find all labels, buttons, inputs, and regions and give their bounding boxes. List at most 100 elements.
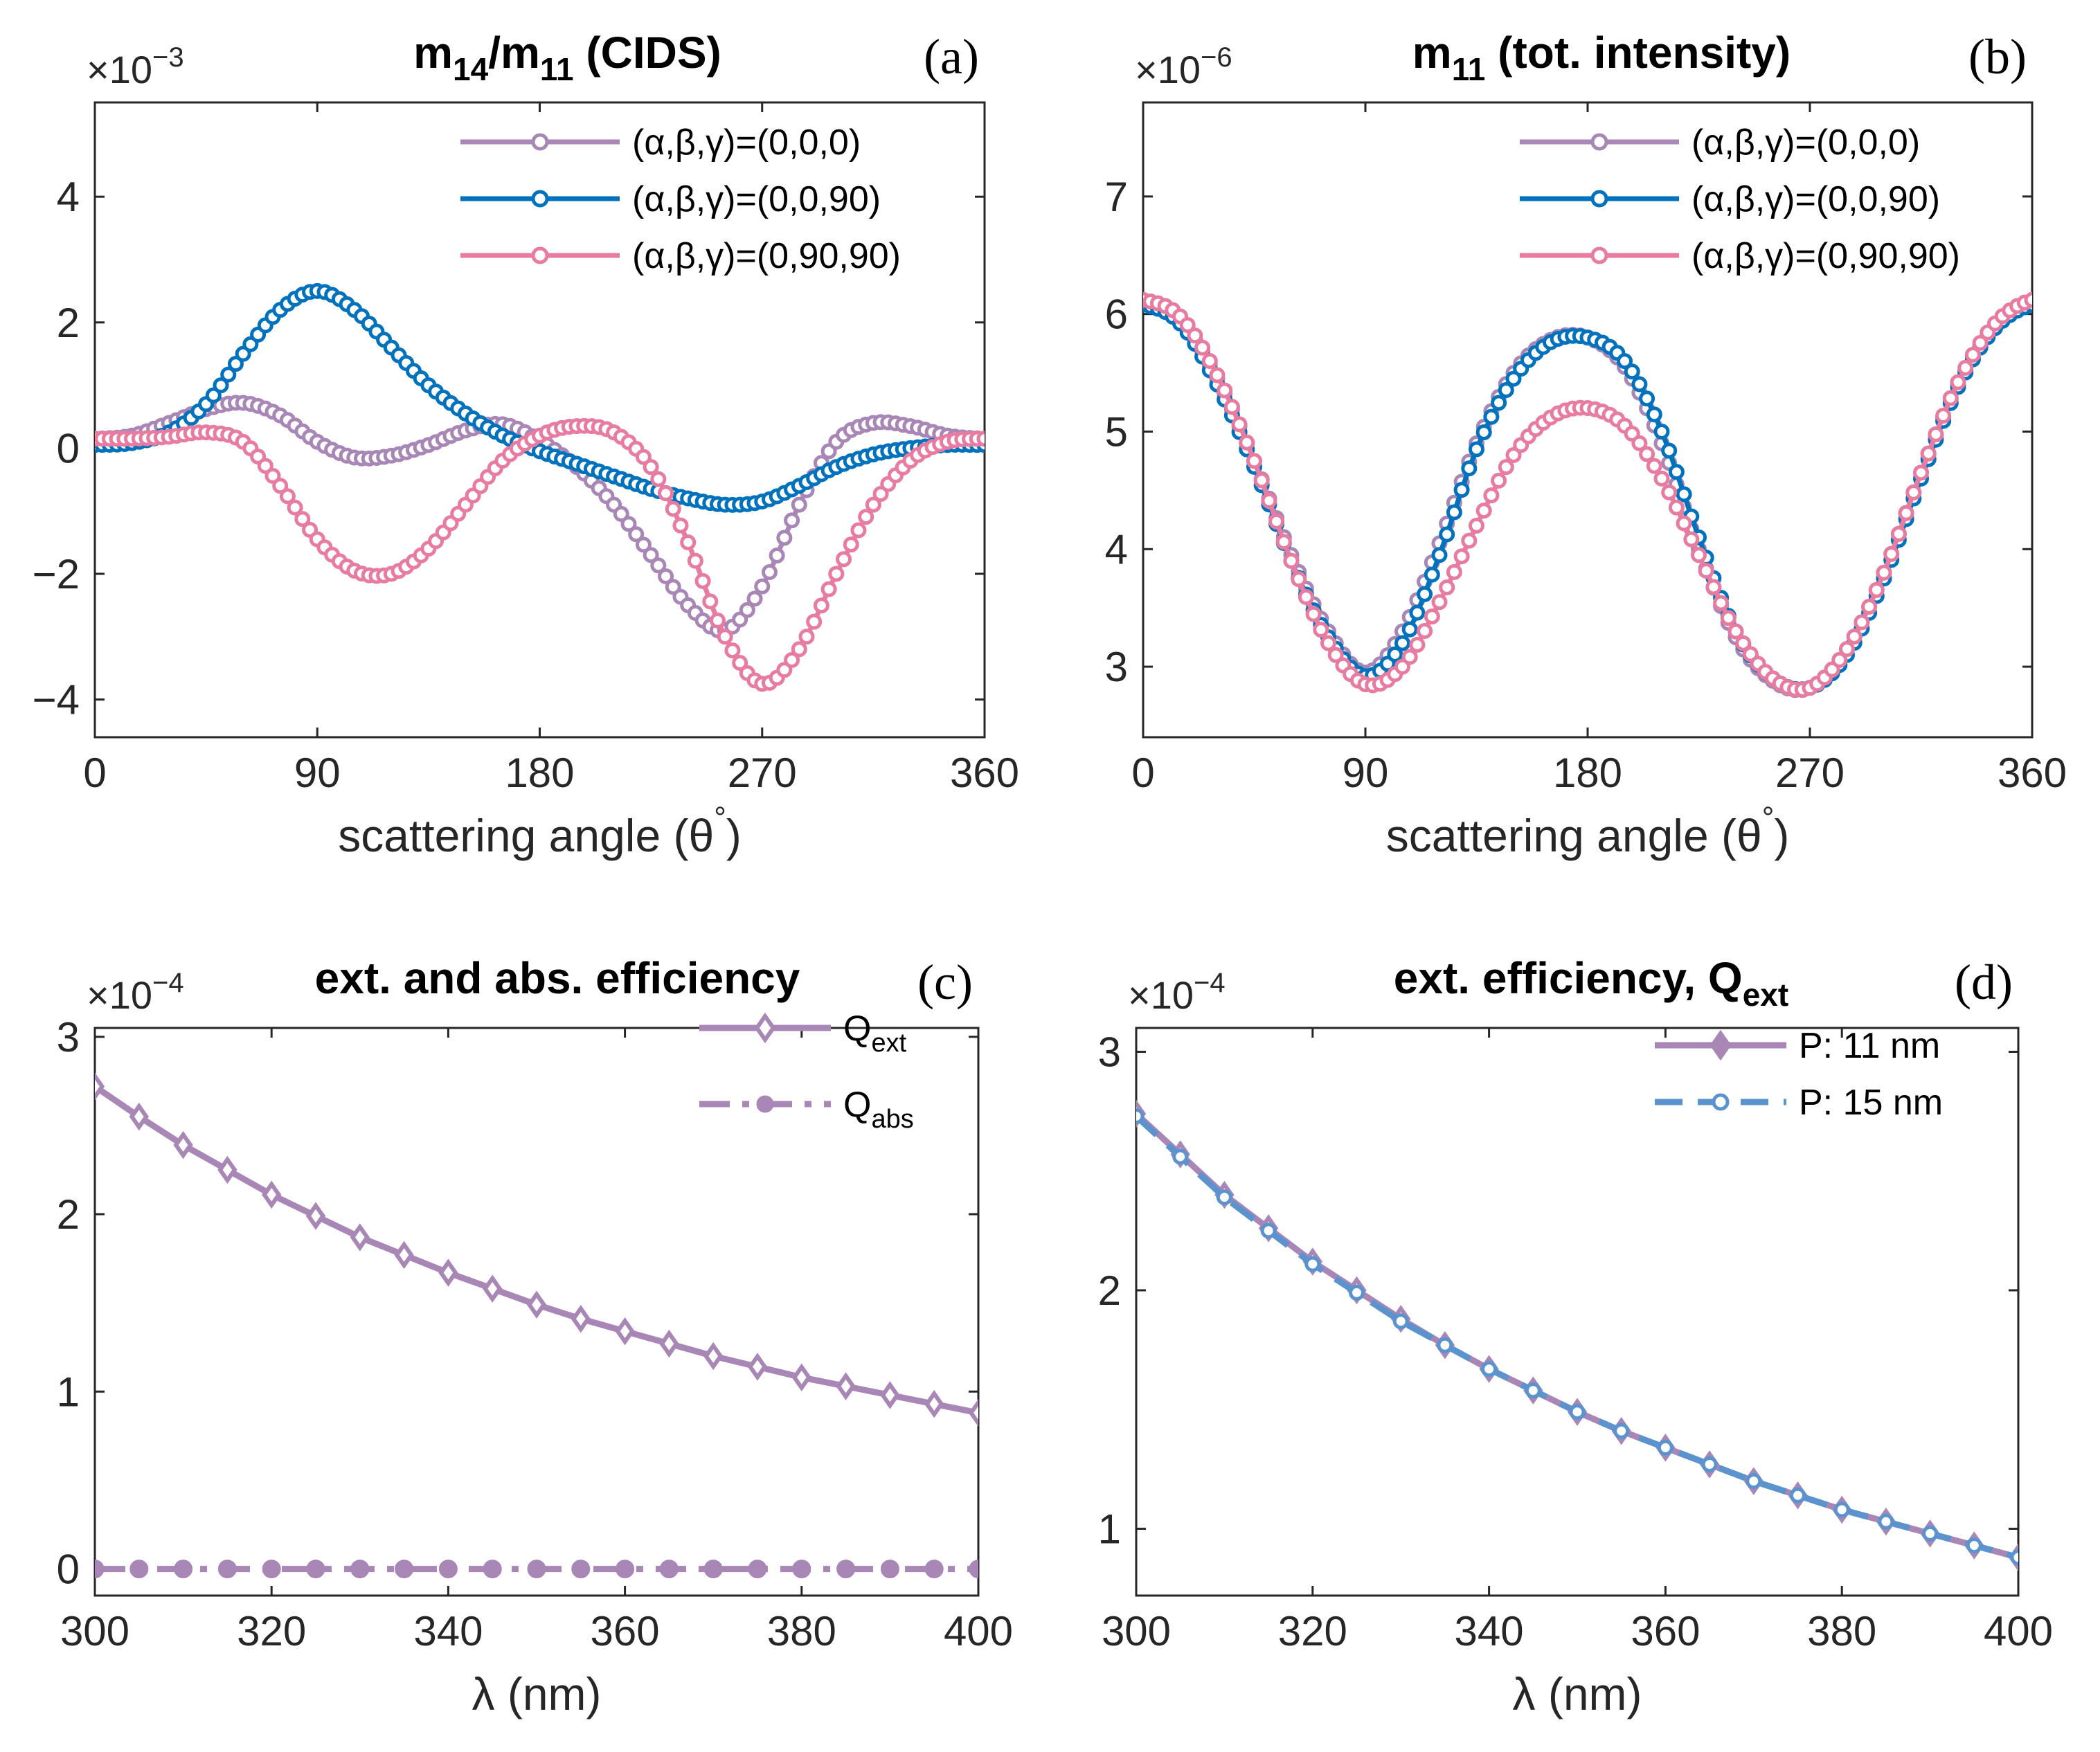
legend-marker (531, 246, 549, 264)
data-point (1569, 1404, 1586, 1420)
data-point (1833, 1501, 1850, 1518)
data-point (1639, 390, 1655, 407)
data-point (798, 629, 815, 645)
x-tick-label: 300 (1102, 1608, 1171, 1654)
data-point (1624, 363, 1640, 380)
data-point (924, 1390, 944, 1418)
x-tick-label: 270 (1775, 750, 1845, 796)
chart-panel-c: 300 320 340 360 380 400 0 1 2 3×10−4 ext. and abs.… (57, 953, 1013, 1719)
legend: (α,β,γ)=(0,0,0) (α,β,γ)=(0,0,90) (α,β,γ)=(… (1520, 123, 1960, 276)
y-tick-label: 5 (1105, 408, 1128, 455)
data-point (305, 1202, 326, 1230)
y-tick-label: 1 (57, 1369, 80, 1415)
data-point (1505, 370, 1522, 387)
data-point (732, 655, 748, 671)
data-point (806, 613, 823, 630)
data-point (1745, 1473, 1762, 1490)
data-point (272, 478, 289, 494)
data-point (1453, 482, 1470, 498)
axis-multiplier: ×10−3 (87, 42, 184, 91)
plot-area (1142, 101, 2034, 739)
y-tick-label: 7 (1105, 174, 1128, 220)
y-tick-label: 3 (1105, 644, 1128, 690)
data-point (1883, 545, 1900, 562)
data-point (672, 517, 689, 534)
data-point (1691, 547, 1707, 563)
axis-multiplier: ×10−4 (1128, 968, 1226, 1017)
data-point (1646, 406, 1662, 423)
data-point (1387, 646, 1403, 662)
plot-area (1135, 1027, 2020, 1597)
data-point (1179, 317, 1196, 334)
data-point (2024, 291, 2032, 308)
data-point (1676, 486, 1692, 503)
data-point (220, 366, 237, 383)
y-tick-label: 0 (57, 425, 80, 471)
x-tick-label: 400 (1984, 1608, 2053, 1654)
data-point (1613, 1423, 1630, 1439)
data-point (1483, 487, 1500, 504)
data-point (747, 1353, 768, 1381)
data-point (628, 526, 645, 543)
x-tick-label: 320 (1278, 1608, 1347, 1654)
data-point (659, 1560, 679, 1579)
data-point (262, 1560, 281, 1579)
panel-label: (a) (924, 29, 979, 84)
x-axis-label: scattering angle (θ°) (1386, 801, 1790, 861)
data-point (703, 1342, 724, 1371)
data-point (1698, 563, 1714, 579)
data-point (1417, 586, 1433, 602)
data-point (1790, 1487, 1806, 1503)
data-point (1491, 472, 1507, 489)
x-tick-label: 180 (1553, 750, 1622, 796)
x-tick-label: 270 (728, 750, 797, 796)
data-point (1617, 353, 1633, 370)
data-point (1320, 635, 1336, 651)
data-point (1905, 484, 1922, 500)
legend-marker (1590, 133, 1608, 151)
y-tick-label: 1 (1098, 1506, 1121, 1553)
data-point (1392, 1313, 1409, 1330)
data-point (1298, 589, 1314, 606)
data-point (1446, 504, 1462, 521)
data-point (264, 467, 281, 484)
data-point (1920, 445, 1937, 462)
data-point (1409, 604, 1426, 621)
x-tick-label: 340 (1455, 1608, 1524, 1654)
legend-label: (α,β,γ)=(0,0,90) (632, 179, 881, 219)
legend-label: (α,β,γ)=(0,90,90) (1691, 236, 1960, 276)
data-point (710, 612, 726, 629)
data-point (1291, 571, 1307, 588)
data-point (395, 1560, 414, 1579)
y-tick-label: 3 (1098, 1029, 1121, 1075)
data-point (571, 1305, 591, 1333)
data-point (836, 1560, 856, 1579)
y-tick-label: −2 (33, 551, 80, 597)
data-point (350, 1223, 370, 1252)
data-point (1483, 408, 1500, 425)
data-point (969, 1560, 978, 1579)
data-point (1498, 459, 1514, 476)
data-point (1928, 426, 1944, 442)
data-point (850, 522, 867, 539)
data-point (1701, 1456, 1718, 1473)
data-point (650, 557, 667, 574)
y-tick-label: 4 (57, 174, 80, 220)
x-axis-label: scattering angle (θ°) (338, 801, 742, 861)
y-tick-label: 4 (1105, 526, 1128, 572)
data-point (1668, 499, 1685, 516)
data-point (665, 500, 681, 517)
data-point (791, 1363, 811, 1392)
data-point (739, 602, 755, 618)
data-point (1136, 1108, 1145, 1124)
legend-label: Qext (843, 1009, 907, 1058)
data-point (287, 499, 303, 516)
x-tick-label: 400 (944, 1608, 1013, 1654)
data-point (1217, 382, 1233, 399)
data-point (687, 552, 703, 569)
data-point (784, 512, 800, 529)
data-point (968, 1398, 978, 1427)
data-point (820, 581, 837, 597)
data-point (665, 579, 681, 595)
data-point (1720, 610, 1736, 626)
